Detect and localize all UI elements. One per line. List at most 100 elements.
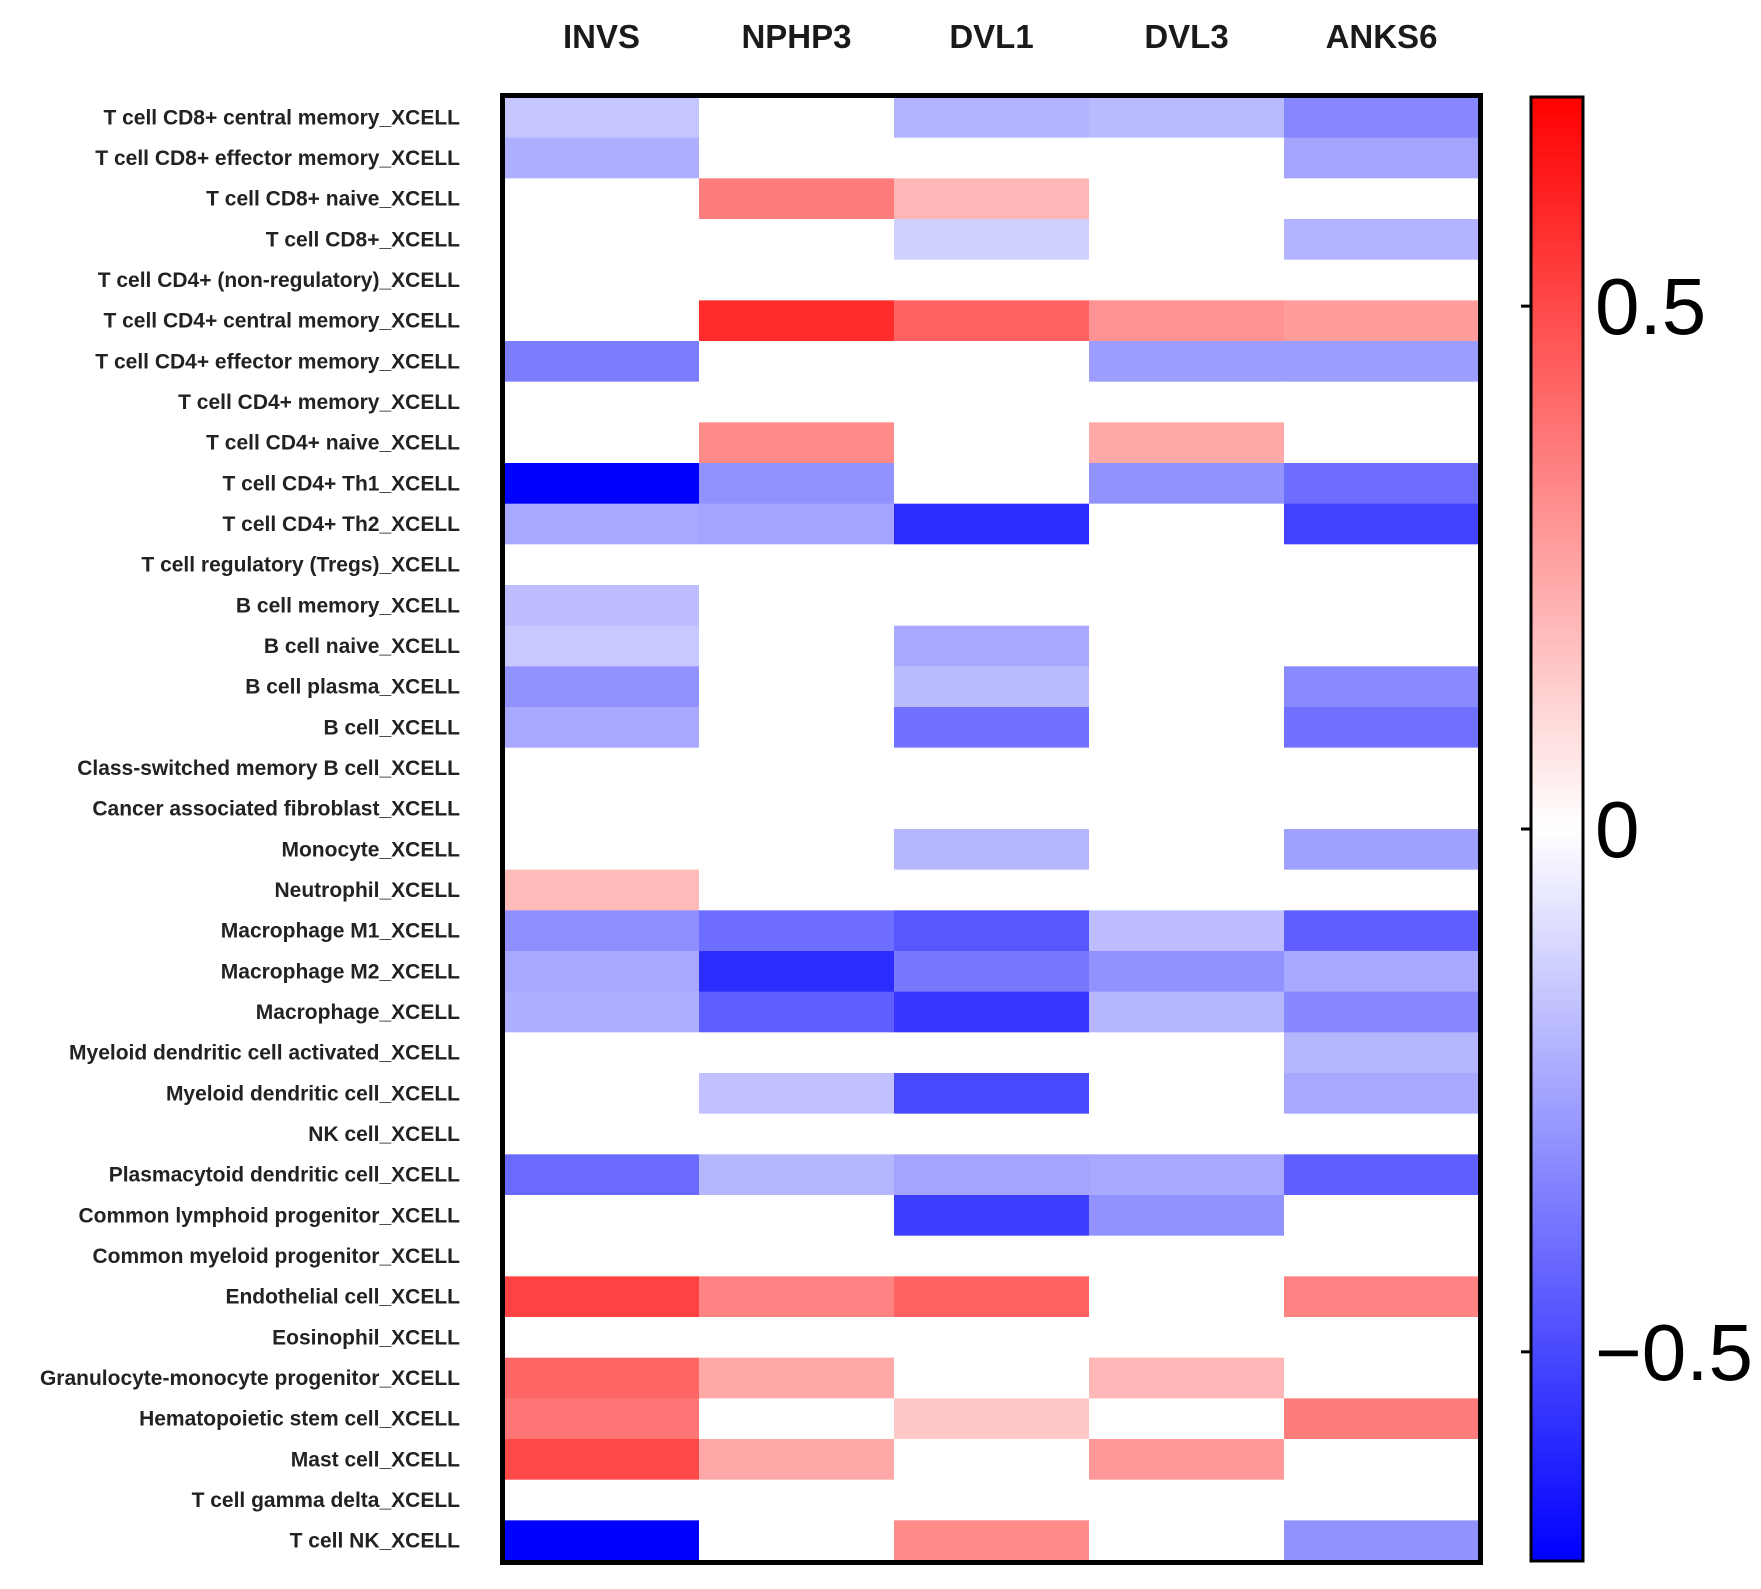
- heatmap-cell: [504, 1154, 700, 1196]
- row-label: T cell CD8+ effector memory_XCELL: [95, 147, 460, 170]
- heatmap-cell: [504, 869, 700, 911]
- heatmap-cell: [699, 259, 895, 301]
- heatmap-cell: [504, 1317, 700, 1359]
- row-label: Common lymphoid progenitor_XCELL: [79, 1204, 461, 1227]
- heatmap-cell: [699, 97, 895, 139]
- row-label: T cell CD8+_XCELL: [266, 228, 460, 251]
- heatmap-cell: [1284, 1479, 1480, 1521]
- heatmap-frame: [500, 93, 1483, 1565]
- heatmap-cell: [504, 1235, 700, 1277]
- heatmap-cell: [1089, 178, 1285, 220]
- heatmap-cell: [699, 585, 895, 627]
- heatmap-cell: [1284, 1520, 1480, 1562]
- heatmap-cell: [699, 341, 895, 383]
- column-label: NPHP3: [741, 18, 851, 55]
- row-label: B cell naive_XCELL: [264, 635, 460, 658]
- heatmap-cell: [894, 341, 1090, 383]
- row-label: T cell CD8+ central memory_XCELL: [103, 106, 460, 129]
- column-label: ANKS6: [1326, 18, 1438, 55]
- heatmap-cell: [1284, 1113, 1480, 1155]
- heatmap-cell: [504, 381, 700, 423]
- row-label: T cell CD8+ naive_XCELL: [206, 188, 460, 211]
- row-label: Myeloid dendritic cell activated_XCELL: [69, 1042, 460, 1065]
- row-label: T cell CD4+ Th2_XCELL: [223, 513, 461, 536]
- heatmap-cell: [894, 991, 1090, 1033]
- column-labels: INVS NPHP3 DVL1 DVL3 ANKS6: [563, 18, 1437, 55]
- heatmap-cell: [1089, 1195, 1285, 1237]
- heatmap-cell: [699, 381, 895, 423]
- heatmap-cell: [894, 1520, 1090, 1562]
- heatmap-cell: [894, 585, 1090, 627]
- heatmap-cell: [504, 219, 700, 261]
- heatmap-cell: [1284, 422, 1480, 464]
- heatmap-cell: [1284, 829, 1480, 871]
- heatmap-cell: [699, 869, 895, 911]
- heatmap-cell: [699, 1398, 895, 1440]
- colorbar: 0.5 0 −0.5: [1521, 95, 1753, 1563]
- heatmap-cell: [1089, 869, 1285, 911]
- heatmap-cell: [1089, 503, 1285, 545]
- heatmap-cell: [699, 1479, 895, 1521]
- heatmap-cell: [1089, 1073, 1285, 1115]
- heatmap-cell: [699, 1032, 895, 1074]
- heatmap-cell: [699, 1276, 895, 1318]
- column-label: INVS: [563, 18, 640, 55]
- heatmap-cell: [504, 97, 700, 139]
- heatmap-cell: [1284, 259, 1480, 301]
- heatmap-cell: [1284, 1357, 1480, 1399]
- heatmap-cell: [1089, 1235, 1285, 1277]
- heatmap-cell: [1089, 1398, 1285, 1440]
- heatmap-cell: [1089, 1317, 1285, 1359]
- heatmap-cell: [1284, 1195, 1480, 1237]
- heatmap-cell: [504, 1398, 700, 1440]
- heatmap-cell: [1089, 219, 1285, 261]
- heatmap-cell: [504, 422, 700, 464]
- heatmap-cell: [894, 788, 1090, 830]
- heatmap-cell: [894, 1195, 1090, 1237]
- heatmap-cell: [504, 503, 700, 545]
- heatmap-cell: [894, 869, 1090, 911]
- heatmap-cell: [1284, 1154, 1480, 1196]
- heatmap-cell: [699, 625, 895, 667]
- heatmap-cell: [504, 178, 700, 220]
- heatmap-cell: [894, 544, 1090, 586]
- row-label: T cell CD4+ central memory_XCELL: [103, 310, 460, 333]
- heatmap-cell: [504, 1195, 700, 1237]
- heatmap-cell: [894, 1276, 1090, 1318]
- heatmap-cell: [504, 463, 700, 505]
- heatmap-cell: [1089, 1357, 1285, 1399]
- heatmap-cell: [699, 300, 895, 342]
- colorbar-tick-label: 0: [1595, 785, 1640, 874]
- heatmap-cell: [504, 910, 700, 952]
- heatmap-cell: [1284, 666, 1480, 708]
- heatmap-cell: [504, 1520, 700, 1562]
- heatmap-cell: [699, 788, 895, 830]
- heatmap-cell: [504, 1439, 700, 1481]
- heatmap-cell: [1089, 422, 1285, 464]
- heatmap-cell: [1284, 1073, 1480, 1115]
- row-label: T cell regulatory (Tregs)_XCELL: [141, 554, 460, 577]
- row-label: Macrophage M2_XCELL: [221, 960, 460, 983]
- heatmap-cell: [504, 666, 700, 708]
- heatmap-cell: [1089, 544, 1285, 586]
- heatmap-cell: [1089, 1479, 1285, 1521]
- heatmap-cell: [699, 503, 895, 545]
- heatmap-cell: [699, 178, 895, 220]
- heatmap-cell: [1284, 951, 1480, 993]
- heatmap-cell: [894, 747, 1090, 789]
- heatmap-cell: [1284, 1032, 1480, 1074]
- heatmap-cell: [1089, 829, 1285, 871]
- heatmap-cell: [504, 707, 700, 749]
- heatmap-cell: [894, 1317, 1090, 1359]
- heatmap-cell: [504, 544, 700, 586]
- heatmap-cell: [1089, 1520, 1285, 1562]
- heatmap-cell: [504, 829, 700, 871]
- heatmap-cells: [504, 97, 1480, 1562]
- heatmap-cell: [699, 422, 895, 464]
- heatmap-cell: [699, 991, 895, 1033]
- row-label: Common myeloid progenitor_XCELL: [92, 1245, 460, 1268]
- colorbar-tick-label: −0.5: [1595, 1308, 1753, 1397]
- heatmap-cell: [1284, 544, 1480, 586]
- row-label: B cell memory_XCELL: [236, 594, 460, 617]
- heatmap-cell: [1284, 300, 1480, 342]
